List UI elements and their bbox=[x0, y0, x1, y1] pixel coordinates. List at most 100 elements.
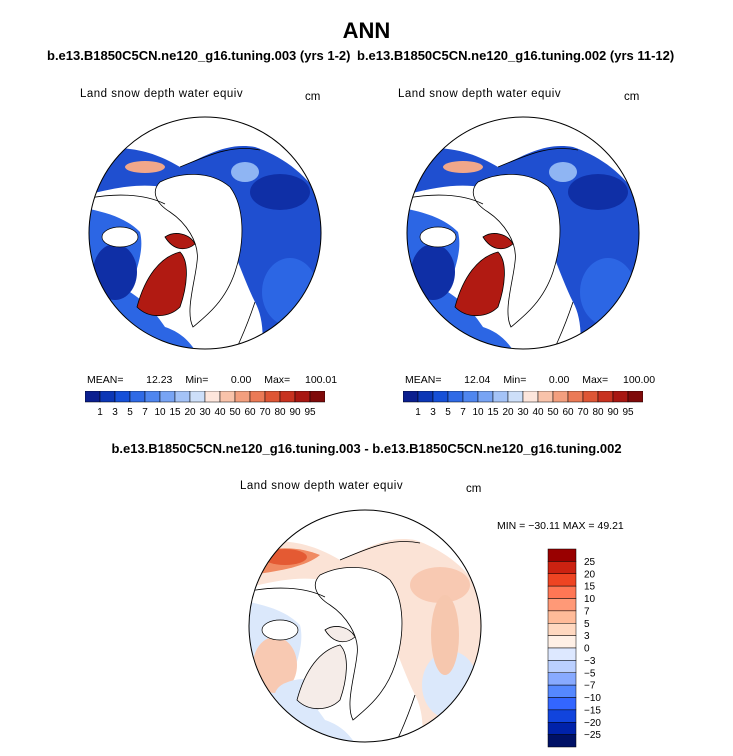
right-colorbar-tick-label: 80 bbox=[592, 407, 604, 418]
main-title: ANN bbox=[342, 18, 391, 43]
diff-colorbar-tick-label: 10 bbox=[584, 594, 596, 605]
left-colorbar-swatch bbox=[189, 391, 206, 403]
right-colorbar-swatch bbox=[462, 391, 479, 403]
left-min-value: 0.00 bbox=[230, 374, 252, 386]
diff-colorbar-swatch bbox=[547, 635, 577, 649]
left-colorbar-tick-label: 1 bbox=[97, 407, 103, 418]
diff-colorbar-swatch bbox=[547, 573, 577, 587]
right-map-greenland bbox=[454, 251, 505, 317]
left-colorbar-swatch bbox=[204, 391, 221, 403]
diff-colorbar-tick-label: 3 bbox=[584, 631, 590, 642]
diff-colorbar-tick-label: −15 bbox=[584, 705, 601, 716]
right-colorbar-swatch bbox=[582, 391, 599, 403]
left-colorbar-swatch bbox=[249, 391, 266, 403]
right-max-label: Max= bbox=[582, 374, 609, 386]
diff-unit-label: cm bbox=[466, 483, 482, 495]
left-colorbar-tick-label: 95 bbox=[304, 407, 316, 418]
left-colorbar-swatch bbox=[144, 391, 161, 403]
diff-colorbar-swatch bbox=[547, 697, 577, 711]
left-unit-label: cm bbox=[305, 91, 321, 103]
diff-map-greenland bbox=[296, 644, 347, 710]
left-colorbar-swatch bbox=[219, 391, 236, 403]
diff-colorbar-swatch bbox=[547, 548, 577, 562]
left-max-value: 100.01 bbox=[304, 374, 338, 386]
left-colorbar-swatch bbox=[174, 391, 191, 403]
left-mean-label: MEAN= bbox=[87, 374, 124, 386]
left-colorbar-swatch bbox=[85, 391, 101, 403]
right-mean-label: MEAN= bbox=[405, 374, 442, 386]
right-colorbar-swatch bbox=[432, 391, 449, 403]
diff-map-arctic-ocean bbox=[314, 566, 403, 721]
diff-colorbar-swatch bbox=[547, 709, 577, 723]
right-polar-map bbox=[406, 116, 640, 350]
diff-colorbar-swatch bbox=[547, 585, 577, 599]
diff-colorbar-swatch bbox=[547, 598, 577, 612]
right-min-value: 0.00 bbox=[548, 374, 570, 386]
diff-var-label: Land snow depth water equiv bbox=[240, 480, 404, 492]
right-colorbar-swatch bbox=[507, 391, 524, 403]
left-colorbar-tick-label: 80 bbox=[274, 407, 286, 418]
left-colorbar-swatch bbox=[99, 391, 116, 403]
left-colorbar-swatch bbox=[264, 391, 281, 403]
diff-colorbar-tick-label: −10 bbox=[584, 693, 601, 704]
diff-colorbar-tick-label: 0 bbox=[584, 644, 590, 655]
diff-colorbar-swatch bbox=[547, 684, 577, 698]
diff-polar-map bbox=[248, 509, 482, 743]
left-colorbar-tick-label: 60 bbox=[244, 407, 256, 418]
left-stats: MEAN= 12.23 Min= 0.00 Max= 100.01 bbox=[87, 374, 337, 386]
right-colorbar-tick-label: 60 bbox=[562, 407, 574, 418]
left-colorbar-tick-label: 30 bbox=[199, 407, 211, 418]
left-case-title: b.e13.B1850C5CN.ne120_g16.tuning.003 (yr… bbox=[47, 48, 351, 63]
left-mean-value: 12.23 bbox=[146, 374, 173, 386]
left-colorbar-tick-label: 15 bbox=[169, 407, 181, 418]
right-colorbar-tick-label: 20 bbox=[502, 407, 514, 418]
right-colorbar-swatch bbox=[477, 391, 494, 403]
left-colorbar-tick-label: 50 bbox=[229, 407, 241, 418]
diff-colorbar-swatch bbox=[547, 660, 577, 673]
diff-colorbar-tick-label: 20 bbox=[584, 569, 596, 580]
diff-colorbar-tick-label: 15 bbox=[584, 582, 596, 593]
left-colorbar-tick-label: 3 bbox=[112, 407, 118, 418]
left-polar-map bbox=[88, 116, 322, 350]
left-colorbar: 1 3 5 7 10 15 20 30 40 50 60 70 80 90 95 bbox=[85, 391, 325, 418]
right-colorbar-tick-label: 95 bbox=[622, 407, 634, 418]
left-colorbar-swatch bbox=[114, 391, 131, 403]
left-colorbar-swatch bbox=[309, 391, 325, 403]
right-colorbar-swatch bbox=[537, 391, 554, 403]
diff-colorbar-swatch bbox=[547, 623, 577, 636]
left-colorbar-tick-label: 70 bbox=[259, 407, 271, 418]
right-map-arctic-ocean bbox=[472, 173, 561, 328]
right-colorbar-tick-label: 3 bbox=[430, 407, 436, 418]
right-colorbar-tick-label: 50 bbox=[547, 407, 559, 418]
left-map-greenland bbox=[136, 251, 187, 317]
right-colorbar-tick-label: 90 bbox=[607, 407, 619, 418]
left-min-label: Min= bbox=[185, 374, 209, 386]
left-colorbar-swatch bbox=[234, 391, 251, 403]
right-colorbar-tick-label: 15 bbox=[487, 407, 499, 418]
left-map-arctic-ocean bbox=[154, 173, 243, 328]
left-colorbar-tick-label: 40 bbox=[214, 407, 226, 418]
diff-colorbar-swatch bbox=[547, 672, 577, 686]
right-colorbar-tick-label: 1 bbox=[415, 407, 421, 418]
right-colorbar-swatch bbox=[567, 391, 584, 403]
left-max-label: Max= bbox=[264, 374, 291, 386]
diff-colorbar-swatch bbox=[547, 647, 577, 661]
diff-colorbar-tick-label: −20 bbox=[584, 718, 601, 729]
right-max-value: 100.00 bbox=[622, 374, 656, 386]
left-colorbar-swatch bbox=[129, 391, 146, 403]
right-min-label: Min= bbox=[503, 374, 527, 386]
diff-colorbar-swatch bbox=[547, 561, 577, 574]
diff-colorbar-tick-label: 25 bbox=[584, 557, 596, 568]
left-colorbar-tick-label: 5 bbox=[127, 407, 133, 418]
right-case-title: b.e13.B1850C5CN.ne120_g16.tuning.002 (yr… bbox=[357, 48, 675, 63]
right-colorbar-swatch bbox=[417, 391, 434, 403]
right-colorbar-swatch bbox=[612, 391, 629, 403]
diff-colorbar-swatch bbox=[547, 734, 577, 748]
left-colorbar-tick-label: 90 bbox=[289, 407, 301, 418]
right-colorbar-tick-label: 30 bbox=[517, 407, 529, 418]
diff-colorbar-tick-label: −7 bbox=[584, 681, 596, 692]
right-colorbar-tick-label: 40 bbox=[532, 407, 544, 418]
right-var-label: Land snow depth water equiv bbox=[398, 88, 562, 100]
right-colorbar-swatch bbox=[627, 391, 643, 403]
